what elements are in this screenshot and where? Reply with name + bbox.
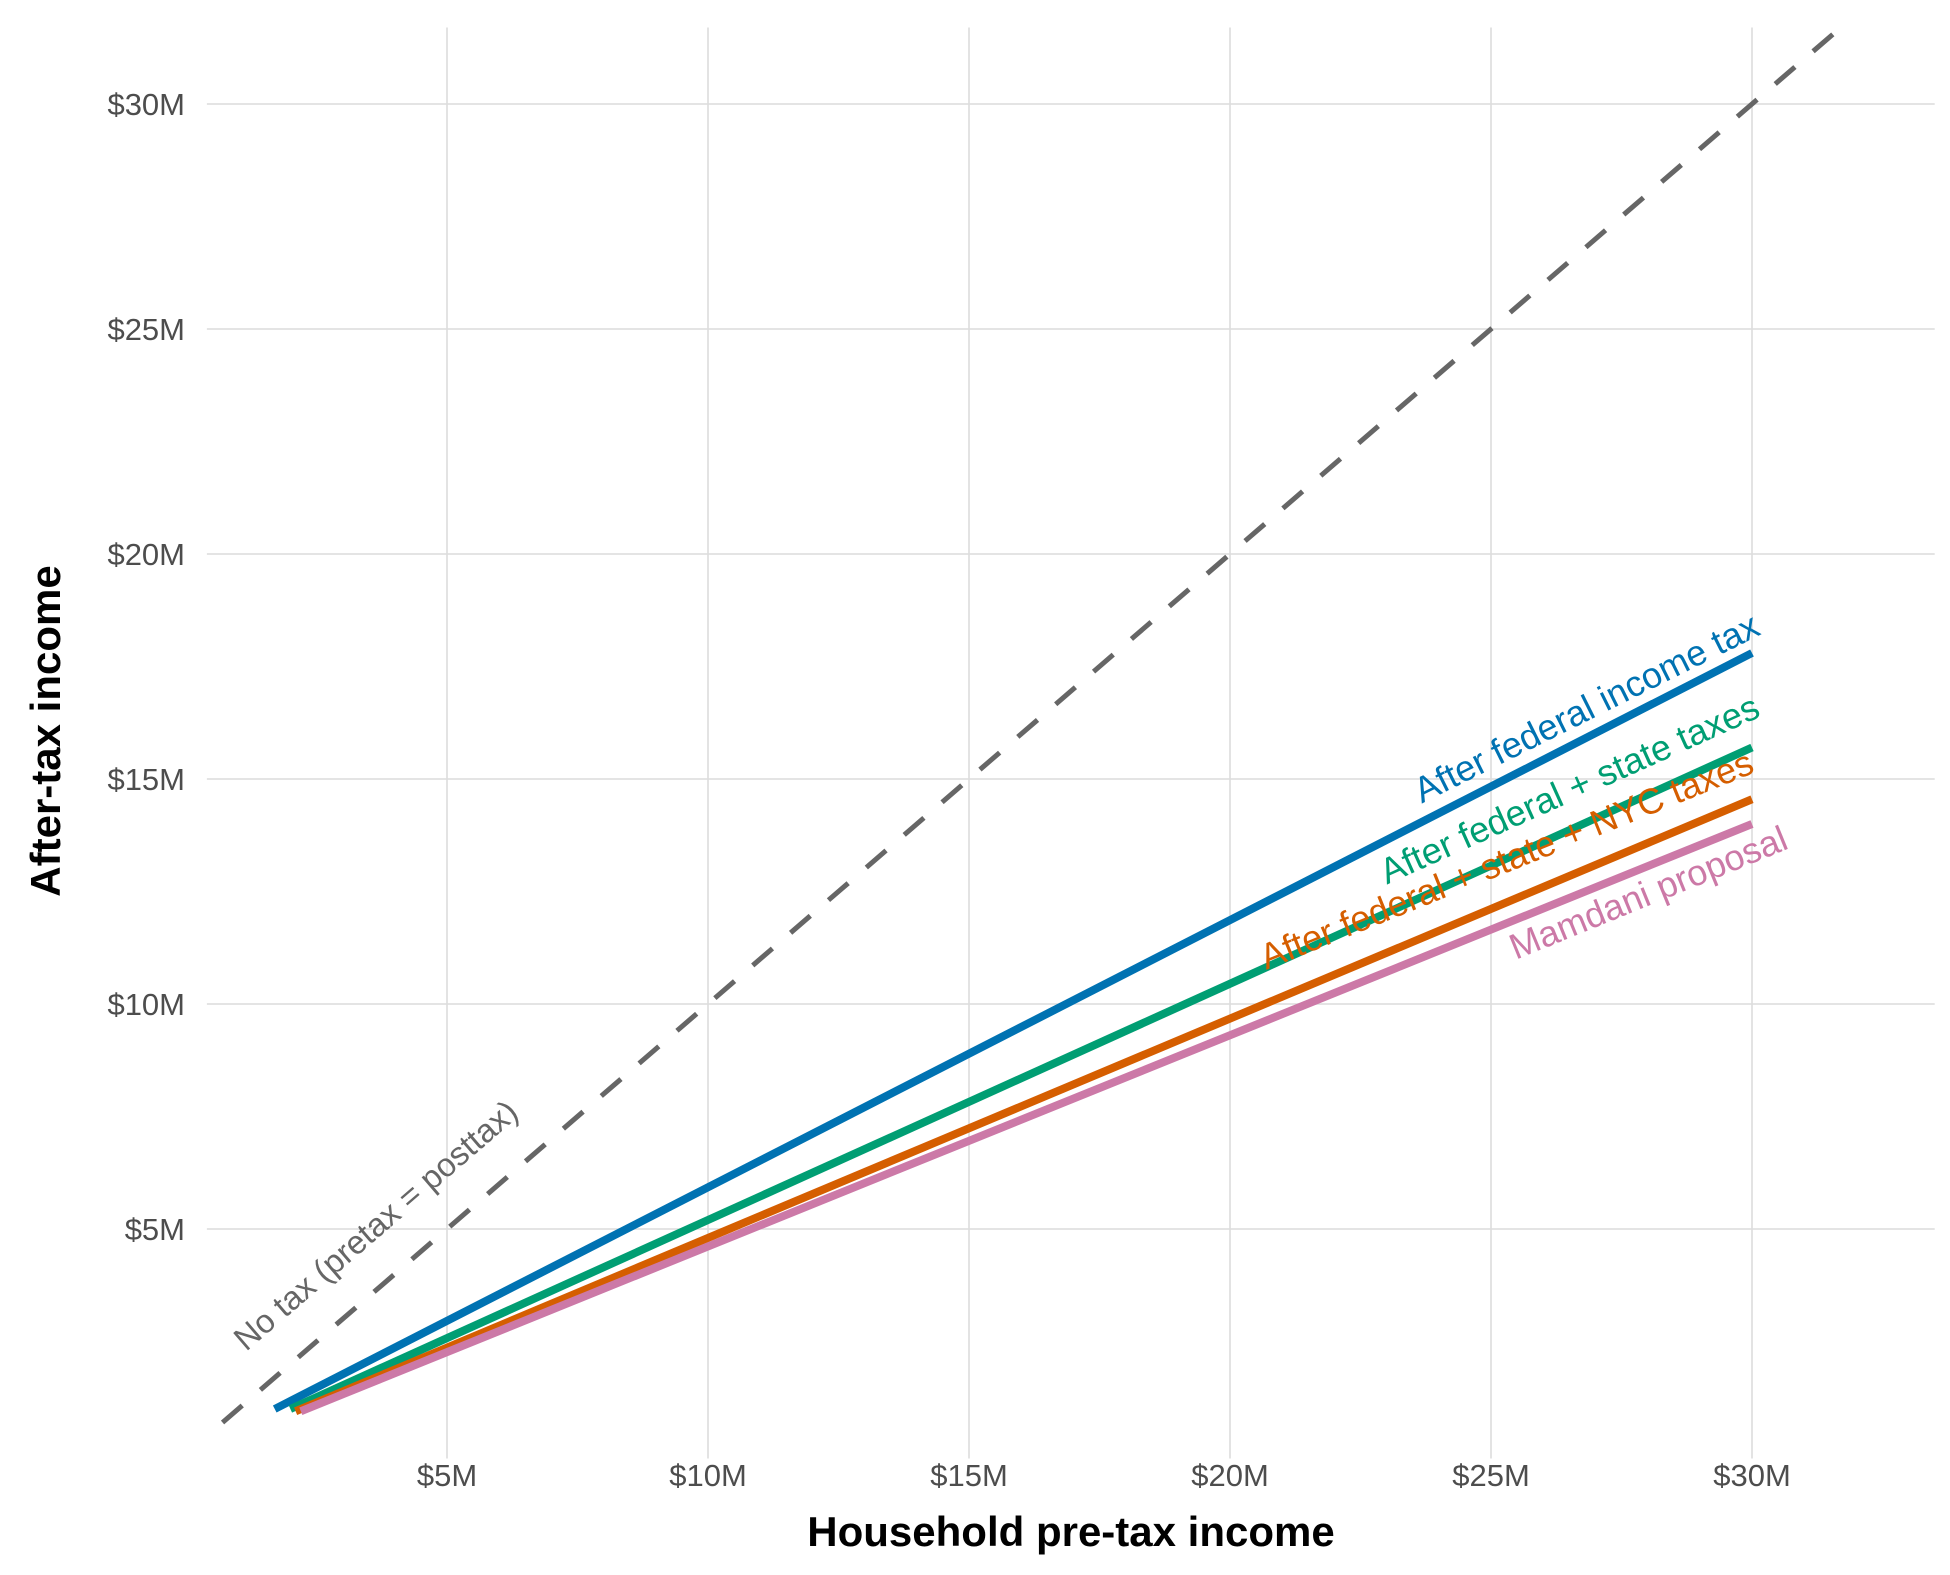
x-tick-label: $25M [1452, 1458, 1530, 1493]
series-line-3 [299, 820, 1754, 1415]
x-tick-label: $15M [930, 1458, 1008, 1493]
x-tick-label: $30M [1713, 1458, 1791, 1493]
x-tick-label: $20M [1191, 1458, 1269, 1493]
y-tick-label: $10M [107, 987, 185, 1022]
x-tick-label: $10M [669, 1458, 747, 1493]
x-axis-title: Household pre-tax income [807, 1508, 1334, 1555]
y-tick-label: $25M [107, 312, 185, 347]
series-lines [220, 30, 1838, 1425]
no-tax-reference-line [220, 30, 1838, 1425]
y-axis-ticks: $5M $10M $15M $20M $25M $30M [107, 87, 185, 1247]
y-axis-title: After-tax income [22, 565, 69, 896]
series-line-0 [272, 649, 1754, 1413]
x-tick-label: $5M [417, 1458, 477, 1493]
y-tick-label: $30M [107, 87, 185, 122]
gridlines [206, 27, 1935, 1459]
y-tick-label: $20M [107, 537, 185, 572]
x-axis-ticks: $5M $10M $15M $20M $25M $30M [417, 1458, 1791, 1493]
no-tax-label: No tax (pretax = posttax) [226, 1093, 524, 1358]
series-line-1 [288, 743, 1754, 1413]
y-tick-label: $5M [125, 1212, 185, 1247]
y-tick-label: $15M [107, 762, 185, 797]
series-line-2 [294, 795, 1754, 1415]
